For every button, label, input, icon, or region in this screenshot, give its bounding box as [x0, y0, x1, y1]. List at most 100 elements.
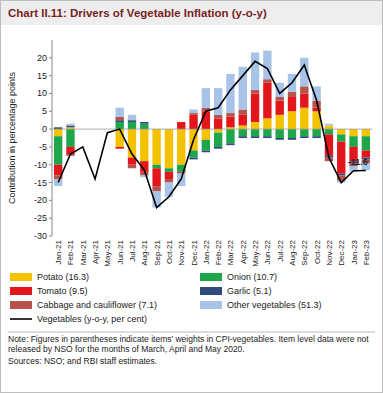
bar-segment — [66, 126, 74, 128]
bar-segment — [251, 93, 259, 122]
bar-segment — [312, 136, 320, 138]
y-tick-label: 5 — [42, 106, 47, 116]
plot-area — [52, 51, 372, 208]
title-band — [1, 1, 382, 25]
bar-segment — [189, 109, 197, 113]
bar-segment — [276, 97, 284, 101]
bar-segment — [54, 136, 62, 165]
y-tick-label: 20 — [37, 53, 47, 63]
bar-segment — [239, 126, 247, 130]
bar-segment — [116, 129, 124, 147]
bar-segment — [152, 165, 160, 169]
x-tick-label: Feb-22 — [214, 239, 223, 265]
bar-segment — [239, 136, 247, 138]
x-tick-label: Sep-21 — [153, 239, 162, 265]
bar-segment — [226, 113, 234, 117]
bar-segment — [300, 136, 308, 138]
bar-segment — [349, 129, 357, 136]
line-series — [58, 61, 366, 207]
bar-segment — [239, 115, 247, 126]
legend-label: Other vegetables (51.3) — [227, 300, 322, 310]
bar-segment — [263, 136, 271, 138]
x-tick-label: Jul-22 — [276, 239, 285, 261]
legend-swatch — [200, 273, 222, 281]
chart-container: {"chart_data": { "type": "bar", "stacked… — [0, 0, 383, 393]
y-tick-label: -15 — [34, 178, 47, 188]
bar-segment — [214, 133, 222, 147]
legend-line — [10, 318, 32, 320]
x-tick-label: Oct-22 — [313, 239, 322, 264]
separator — [8, 332, 375, 333]
note: Note: Figures in parentheses indicate it… — [8, 334, 374, 354]
legend-label: Cabbage and cauliflower (7.1) — [37, 300, 157, 310]
bar-segment — [263, 79, 271, 83]
bar-segment — [165, 129, 173, 168]
legend-swatch — [10, 301, 32, 309]
bar-segment — [202, 111, 210, 129]
x-tick-label: Apr-21 — [91, 239, 100, 264]
x-tick-label: Apr-22 — [239, 239, 248, 264]
bar-segment — [128, 115, 136, 120]
bar-segment — [140, 122, 148, 124]
bar-segment — [152, 168, 160, 186]
legend-label: Garlic (5.1) — [227, 286, 272, 296]
bar-segment — [226, 143, 234, 145]
legend-swatch — [10, 287, 32, 295]
bar-segment — [251, 90, 259, 94]
bar-segment — [226, 117, 234, 128]
x-tick-label: Mar-21 — [79, 239, 88, 265]
bar-segment — [362, 136, 370, 150]
bar-segment — [276, 138, 284, 140]
y-tick-label: -30 — [34, 231, 47, 241]
bar-segment — [140, 129, 148, 161]
y-tick-label: 10 — [37, 88, 47, 98]
bar-segment — [202, 88, 210, 108]
bar-segment — [189, 158, 197, 160]
y-axis-label: Contribution in percentage points — [7, 71, 17, 204]
bar-segment — [214, 147, 222, 149]
bar-segment — [152, 129, 160, 165]
bar-segment — [140, 124, 148, 129]
bar-segment — [116, 122, 124, 129]
bar-segment — [288, 129, 296, 138]
bar-segment — [128, 165, 136, 169]
bar-segment — [300, 129, 308, 136]
legend-label: Onion (10.7) — [227, 272, 277, 282]
bar-segment — [128, 120, 136, 122]
bar-segment — [116, 108, 124, 117]
x-tick-label: Dec-22 — [337, 239, 346, 265]
bar-segment — [165, 172, 173, 179]
bar-segment — [349, 136, 357, 147]
bar-segment — [202, 140, 210, 151]
y-tick-label: 0 — [42, 124, 47, 134]
x-tick-label: Jan-23 — [350, 239, 359, 264]
legend-swatch — [200, 287, 222, 295]
x-tick-label: May-21 — [103, 239, 112, 266]
x-tick-label: Feb-23 — [362, 239, 371, 265]
bar-segment — [202, 150, 210, 152]
bar-segment — [288, 97, 296, 111]
bar-segment — [152, 186, 160, 191]
legend-label: Tomato (9.5) — [37, 286, 88, 296]
bar-segment — [239, 129, 247, 136]
bar-segment — [116, 117, 124, 121]
bar-segment — [214, 88, 222, 115]
bar-segment — [116, 120, 124, 122]
bar-segment — [337, 129, 345, 134]
zero-line — [52, 129, 372, 130]
legend-swatch — [200, 301, 222, 309]
bar-segment — [177, 122, 185, 129]
x-tick-label: Aug-22 — [288, 239, 297, 265]
x-tick-label: Jan-22 — [202, 239, 211, 264]
bar-segment — [214, 129, 222, 133]
title: Chart II.11: Drivers of Vegetable Inflat… — [8, 7, 267, 19]
legend-label: Potato (16.3) — [37, 272, 89, 282]
bar-segment — [202, 129, 210, 140]
bar-segment — [325, 129, 333, 134]
bar-segment — [263, 129, 271, 136]
bar-segment — [325, 124, 333, 126]
bar-segment — [189, 115, 197, 129]
x-tick-label: Dec-21 — [190, 239, 199, 265]
bar-segment — [300, 108, 308, 129]
bar-segment — [325, 126, 333, 130]
